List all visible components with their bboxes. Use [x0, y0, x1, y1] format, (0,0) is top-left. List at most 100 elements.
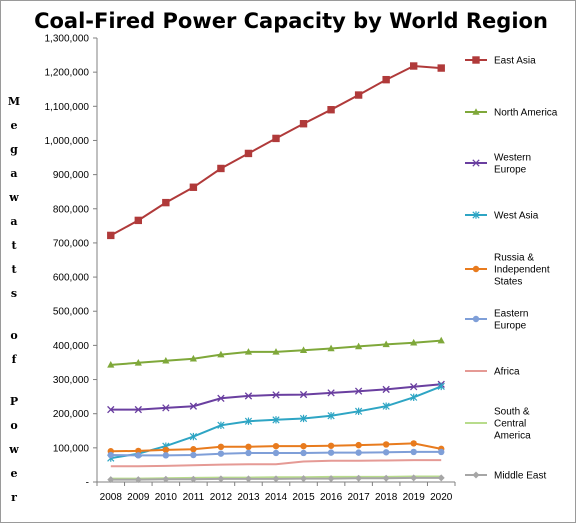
legend-item: North America	[465, 108, 558, 119]
legend-label: East Asia	[494, 56, 536, 67]
data-point	[189, 432, 198, 441]
data-point	[327, 449, 335, 456]
series-eastern-europe	[107, 448, 445, 459]
data-point	[162, 475, 170, 483]
data-point	[300, 442, 307, 450]
x-tick-label: 2015	[292, 492, 315, 503]
data-point	[162, 404, 170, 412]
data-point	[355, 449, 362, 456]
legend-label: South & Central America	[494, 407, 531, 442]
y-tick-label: 500,000	[53, 307, 90, 318]
x-tick-label: 2011	[183, 492, 205, 503]
data-point	[410, 474, 418, 482]
x-tick-label: 2013	[237, 492, 260, 503]
legend-item: Russia & Independent States	[465, 253, 550, 288]
data-point	[355, 474, 363, 482]
y-axis-ticks: - 100,000 200,000 300,000 400,000 500,000 600,…	[45, 34, 97, 489]
data-point	[382, 449, 390, 456]
y-tick-label: 900,000	[53, 170, 90, 181]
data-point	[272, 348, 280, 355]
legend-item: South & Central America	[465, 407, 531, 442]
data-point	[354, 407, 363, 416]
legend-label: North America	[494, 108, 558, 119]
data-point	[437, 64, 445, 72]
data-point	[107, 405, 115, 414]
data-point	[299, 120, 308, 128]
data-point	[107, 476, 115, 484]
y-tick-label: 800,000	[53, 204, 90, 215]
data-point	[217, 394, 225, 402]
data-point	[300, 475, 308, 483]
y-tick-label: 1,000,000	[45, 136, 90, 147]
data-point	[107, 361, 115, 368]
legend-swatch-marker	[472, 211, 480, 219]
data-point	[134, 216, 143, 225]
data-point	[217, 443, 225, 451]
data-point	[162, 198, 170, 207]
data-point	[382, 75, 390, 84]
legend-swatch-marker	[472, 265, 480, 273]
data-point	[382, 385, 390, 394]
data-point	[327, 412, 335, 420]
data-point	[134, 476, 142, 484]
data-point	[107, 231, 115, 240]
data-point	[190, 451, 197, 459]
data-point	[382, 474, 390, 482]
x-tick-label: 2019	[403, 492, 426, 503]
data-point	[437, 336, 445, 344]
y-tick-label: -	[86, 478, 89, 489]
x-tick-label: 2010	[155, 492, 178, 503]
data-point	[272, 416, 280, 424]
data-point	[272, 475, 280, 483]
data-point	[217, 350, 225, 358]
data-point	[382, 402, 390, 410]
legend-swatch-marker	[472, 108, 480, 115]
series-africa	[110, 459, 442, 468]
legend-item: Eastern Europe	[465, 309, 528, 332]
data-point	[327, 442, 335, 449]
y-tick-label: 100,000	[53, 443, 90, 454]
data-point	[244, 392, 253, 400]
legend-label: Africa	[494, 367, 520, 378]
series-line	[110, 459, 442, 468]
chart-title: Coal-Fired Power Capacity by World Regio…	[34, 9, 548, 33]
x-tick-label: 2008	[100, 492, 123, 503]
data-point	[410, 440, 417, 447]
series-line	[110, 64, 442, 237]
data-point	[354, 91, 363, 99]
data-point	[299, 346, 308, 353]
data-point	[438, 448, 445, 456]
legend-item: Africa	[465, 367, 520, 378]
data-point	[217, 475, 225, 483]
legend-item: East Asia	[465, 56, 536, 67]
series-north-america	[107, 336, 445, 368]
y-tick-label: 1,200,000	[45, 68, 90, 79]
data-point	[410, 338, 418, 346]
data-point	[244, 417, 253, 425]
data-point	[437, 474, 445, 482]
data-point	[410, 383, 418, 391]
data-point	[134, 359, 142, 366]
series-east-asia	[107, 62, 445, 240]
x-tick-label: 2009	[127, 492, 150, 503]
data-point	[272, 442, 280, 450]
data-point	[244, 475, 252, 483]
x-tick-label: 2020	[430, 492, 453, 503]
data-point	[327, 475, 335, 483]
legend-swatch-marker	[472, 471, 480, 479]
data-point	[327, 106, 335, 114]
legend-label: Russia & Independent States	[494, 253, 550, 288]
data-point	[410, 393, 418, 401]
legend-label: Western Europe	[494, 153, 531, 176]
data-point	[189, 402, 198, 410]
legend-label: Middle East	[494, 471, 546, 482]
series-western-europe	[107, 380, 445, 414]
data-point	[245, 449, 252, 457]
data-point	[162, 446, 170, 454]
legend-swatch-marker	[472, 315, 480, 323]
data-point	[410, 448, 417, 456]
